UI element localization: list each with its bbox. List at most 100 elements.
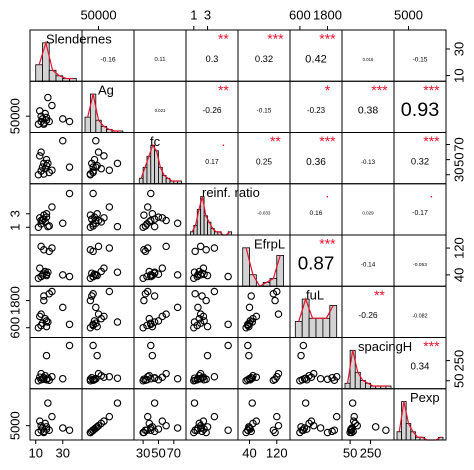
x-tick-label: 5000 [394,7,423,22]
correlation-value: 0.32 [411,156,429,167]
y-tick-label: 70 [451,137,466,151]
y-tick-label: 10 [451,68,466,82]
scatter-point [303,425,311,433]
y-tick-label: 50000 [7,98,22,134]
x-tick-label: 250 [360,445,382,460]
scatter-point [113,159,122,168]
scatter-point [105,203,114,211]
hist-bar [138,177,144,185]
scatter-point [59,374,67,383]
correlation-value: -0.26 [202,105,221,115]
scatter-point [139,274,147,282]
scatter-point [271,296,279,305]
panel-frame [81,234,135,287]
scatter-point [44,159,52,168]
y-tick-label: 50 [451,373,466,387]
correlation-value: -0.033 [258,211,271,216]
panel-frame [237,285,291,338]
panel-frame [393,388,447,441]
scatter-point [48,203,56,211]
scatter-point [100,152,108,160]
scatter-point [86,170,95,178]
scatter-point [65,426,74,434]
scatter-point [348,424,356,432]
scatter-point [173,219,182,227]
scatter-point [148,351,157,360]
scatter-point [48,372,56,381]
scatter-point [190,399,199,407]
scatter-point [140,428,148,437]
scatter-point [154,317,163,325]
significance-stars: *** [267,31,284,47]
scatter-point [90,155,99,164]
scatter-point [93,351,101,360]
correlation-value: 0.93 [401,99,440,121]
significance-stars: *** [423,133,440,149]
scatter-point [199,373,208,381]
correlation-value: -0.082 [412,313,427,319]
scatter-point [86,428,95,437]
scatter-point [246,375,254,384]
correlation-value: 0.17 [205,159,219,166]
scatter-point [147,189,155,198]
scatter-point [158,214,167,222]
correlation-value: 0.38 [358,106,379,117]
scatter-point [210,372,219,381]
scatter-point [154,375,163,384]
scatter-point [42,351,51,360]
scatter-point [105,372,114,381]
scatter-point [86,245,95,254]
scatter-point [210,244,219,252]
scatter-point [190,268,199,276]
scatter-point [224,426,232,434]
scatter-point [271,428,279,437]
hist-bar [322,317,331,338]
scatter-point [40,428,48,437]
scatter-point [143,287,152,296]
scatter-point [36,264,44,272]
scatter-point [89,290,97,298]
hist-bar [84,116,91,133]
scatter-point [224,272,232,281]
scatter-point [382,426,390,434]
scatter-point [274,369,283,378]
x-tick-label: 50 [151,445,165,460]
scatter-point [143,372,152,381]
scatter-point [89,163,97,171]
correlation-value: -0.13 [361,159,376,166]
hist-bar [150,144,156,185]
scatter-point [59,137,67,145]
scatter-point [371,423,380,431]
density-line [346,350,389,387]
scatter-point [89,189,97,198]
significance-stars: * [325,82,331,98]
scatter-point [143,203,152,211]
scatter-point [350,412,358,421]
correlation-value: -0.15 [413,56,428,63]
scatter-point [245,374,254,383]
scatter-point [100,264,108,272]
scatter-point [332,412,341,421]
panel-frame [133,183,187,236]
significance-stars: *** [319,133,336,149]
hist-bar [315,317,324,338]
scatter-point [65,189,74,198]
scatter-point [92,374,100,383]
panel-frame [29,183,83,236]
x-tick-label: 3 [204,7,211,22]
x-tick-label: 600 [289,7,311,22]
scatter-point [248,374,256,382]
scatter-point [150,318,159,326]
x-tick-label: 50 [343,445,357,460]
scatter-point [37,112,45,120]
scatter-point [203,322,212,331]
scatter-point [252,417,261,425]
scatter-point [224,320,232,329]
scatter-point [154,213,163,221]
scatter-point [203,271,212,280]
x-tick-label: 10 [28,445,42,460]
scatter-point [252,373,261,381]
scatter-point [44,374,52,382]
panel-frame [341,183,395,236]
scatter-point [273,412,281,421]
